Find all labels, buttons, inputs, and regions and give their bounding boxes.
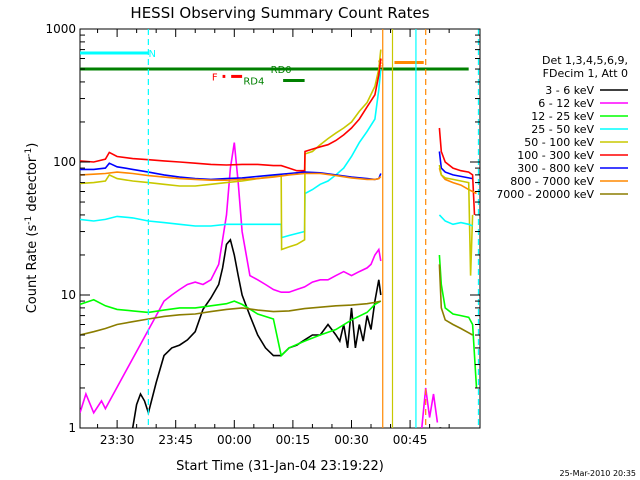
x-tick-label-2: 00:00 [217, 433, 252, 447]
y-axis-label-sup1: -1 [24, 216, 34, 225]
y-axis-label-part1: Count Rate (s [25, 225, 40, 314]
y-tick-label-1: 10 [61, 288, 76, 302]
legend-label-6: 300 - 800 keV [517, 162, 594, 175]
legend-header-0: Det 1,3,4,5,6,9, [542, 54, 628, 67]
series-line-7 [80, 171, 382, 181]
legend-header-1: FDecim 1, Att 0 [543, 67, 628, 80]
legend: Det 1,3,4,5,6,9,FDecim 1, Att 0 3 - 6 keV… [496, 54, 628, 201]
series-line-13 [438, 164, 474, 276]
legend-label-8: 7000 - 20000 keV [496, 188, 594, 201]
series-line-8 [80, 300, 381, 336]
flag-label-3: RD0 [271, 65, 292, 76]
vertical-markers [147, 29, 480, 428]
y-tick-label-2: 100 [53, 155, 76, 169]
series-line-0 [131, 238, 382, 428]
flag-label-4: RD4 [243, 76, 264, 87]
legend-label-3: 25 - 50 keV [531, 123, 594, 136]
y-axis-label-part3: ) [25, 143, 40, 148]
chart-title: HESSI Observing Summary Count Rates [130, 4, 429, 22]
series-line-10 [438, 151, 473, 180]
series-lines [80, 49, 478, 428]
y-tick-label-3: 1000 [45, 22, 76, 36]
y-tick-label-0: 1 [68, 421, 76, 435]
series-line-5 [80, 58, 382, 172]
x-tick-label-5: 00:45 [393, 433, 428, 447]
legend-label-2: 12 - 25 keV [531, 110, 594, 123]
series-line-9 [421, 387, 439, 428]
series-line-3 [80, 68, 382, 239]
y-axis-label-sup2: -1 [24, 148, 34, 157]
y-axis-label: Count Rate (s-1 detector-1) [24, 143, 40, 314]
flag-label-2: F [212, 72, 218, 83]
axes: 23:30 23:45 00:00 00:15 00:30 00:45 1 10 100 1000 [45, 22, 480, 447]
x-tick-label-3: 00:15 [276, 433, 311, 447]
series-line-11 [438, 127, 476, 215]
y-axis-label-part2: detector [25, 156, 40, 216]
legend-label-0: 3 - 6 keV [545, 84, 594, 97]
series-line-2 [80, 298, 382, 358]
x-tick-label-1: 23:45 [158, 433, 193, 447]
series-line-4 [80, 49, 382, 251]
legend-label-1: 6 - 12 keV [538, 97, 594, 110]
series-line-16 [438, 264, 473, 336]
legend-label-4: 50 - 100 keV [524, 136, 594, 149]
x-tick-label-0: 23:30 [100, 433, 135, 447]
legend-label-7: 800 - 7000 keV [510, 175, 594, 188]
series-line-1 [80, 142, 382, 415]
plot-frame [79, 28, 481, 429]
x-tick-label-4: 00:30 [334, 433, 369, 447]
legend-label-5: 100 - 300 keV [517, 149, 594, 162]
footer-timestamp: 25-Mar-2010 20:35 [560, 469, 637, 478]
series-line-15 [438, 254, 478, 389]
x-axis-label: Start Time (31-Jan-04 23:19:22) [176, 459, 384, 474]
series-line-14 [438, 214, 473, 227]
flag-label-0: N [149, 49, 156, 60]
